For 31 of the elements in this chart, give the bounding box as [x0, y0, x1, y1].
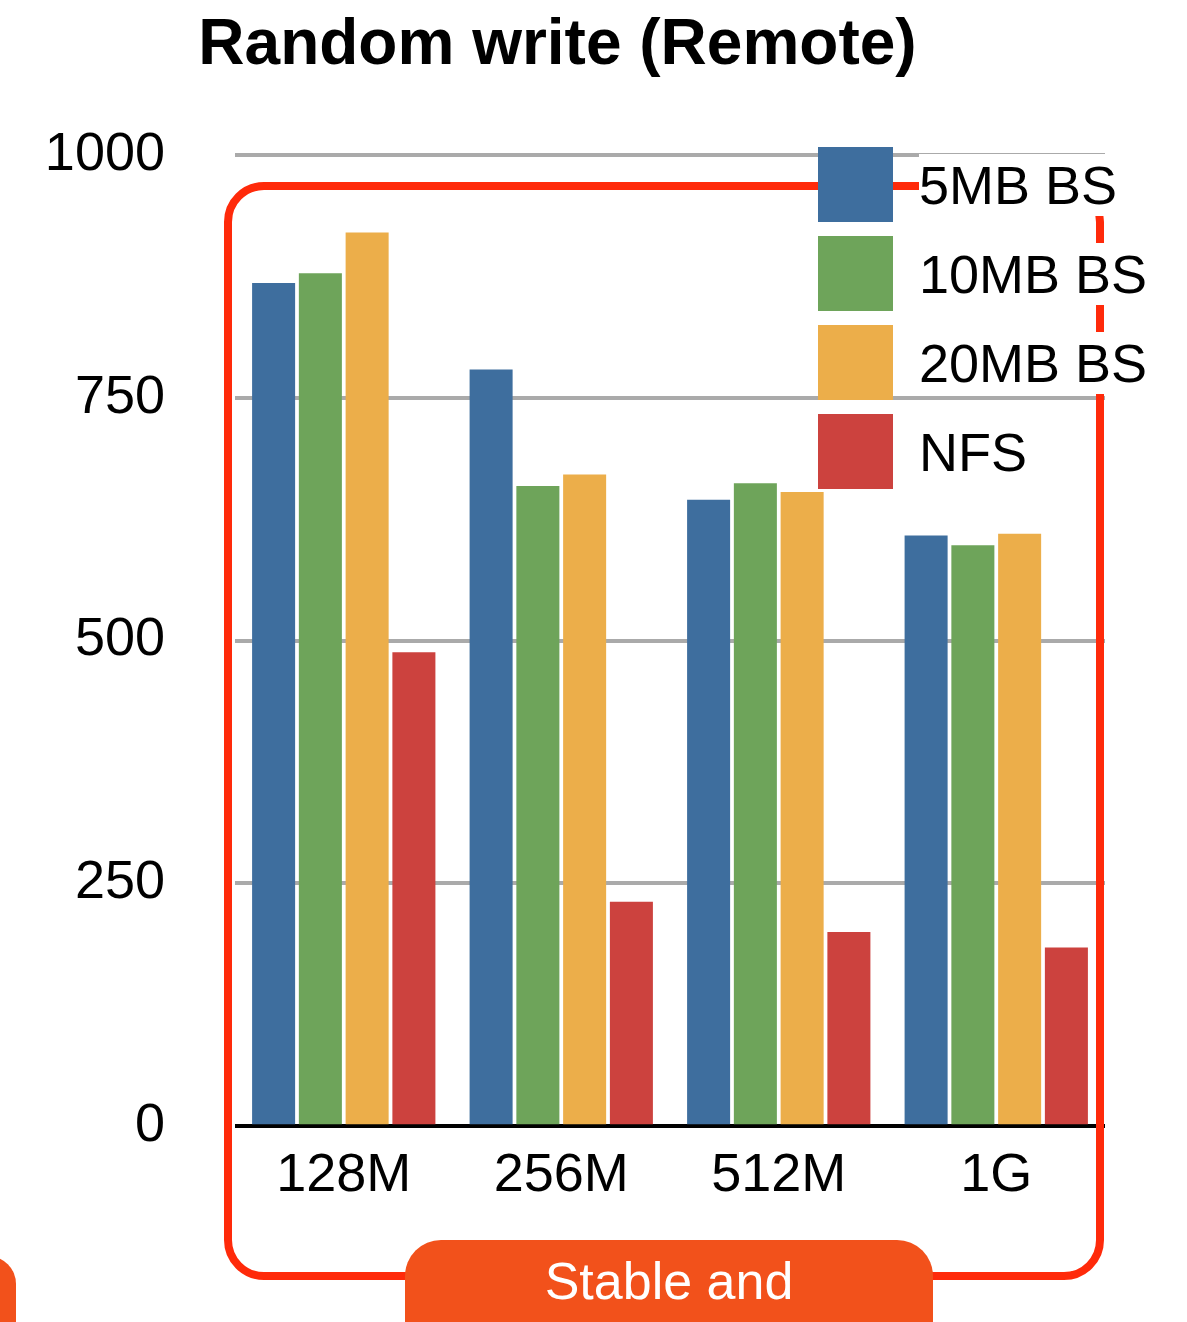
bar [469, 369, 513, 1125]
y-tick-label: 750 [74, 363, 165, 424]
x-tick-label: 1G [960, 1142, 1033, 1203]
legend-label: 5MB BS [919, 153, 1124, 216]
y-tick-label: 1000 [44, 120, 165, 181]
x-tick-label: 128M [276, 1142, 412, 1203]
bar [252, 283, 296, 1125]
bar [516, 486, 560, 1125]
bar [1044, 947, 1088, 1125]
y-tick-label: 250 [74, 849, 165, 910]
bar [345, 232, 389, 1125]
legend-label: NFS [919, 420, 1033, 483]
bar [827, 931, 871, 1125]
bar [687, 499, 731, 1125]
legend-label: 10MB BS [919, 242, 1154, 305]
bar [563, 474, 607, 1125]
bar [951, 545, 995, 1125]
chart-title: Random write (Remote) [198, 6, 917, 79]
bar [609, 901, 653, 1125]
x-tick-label: 512M [711, 1142, 847, 1203]
y-tick-label: 500 [74, 606, 165, 667]
x-tick-label: 256M [493, 1142, 629, 1203]
bar [904, 535, 948, 1125]
bar [780, 491, 824, 1125]
bar [998, 533, 1042, 1125]
y-tick-label: 0 [134, 1092, 165, 1153]
button: Stable and [405, 1240, 933, 1322]
bar [392, 652, 436, 1125]
legend-label: 20MB BS [919, 331, 1154, 394]
bar [298, 273, 342, 1125]
bar [733, 483, 777, 1125]
